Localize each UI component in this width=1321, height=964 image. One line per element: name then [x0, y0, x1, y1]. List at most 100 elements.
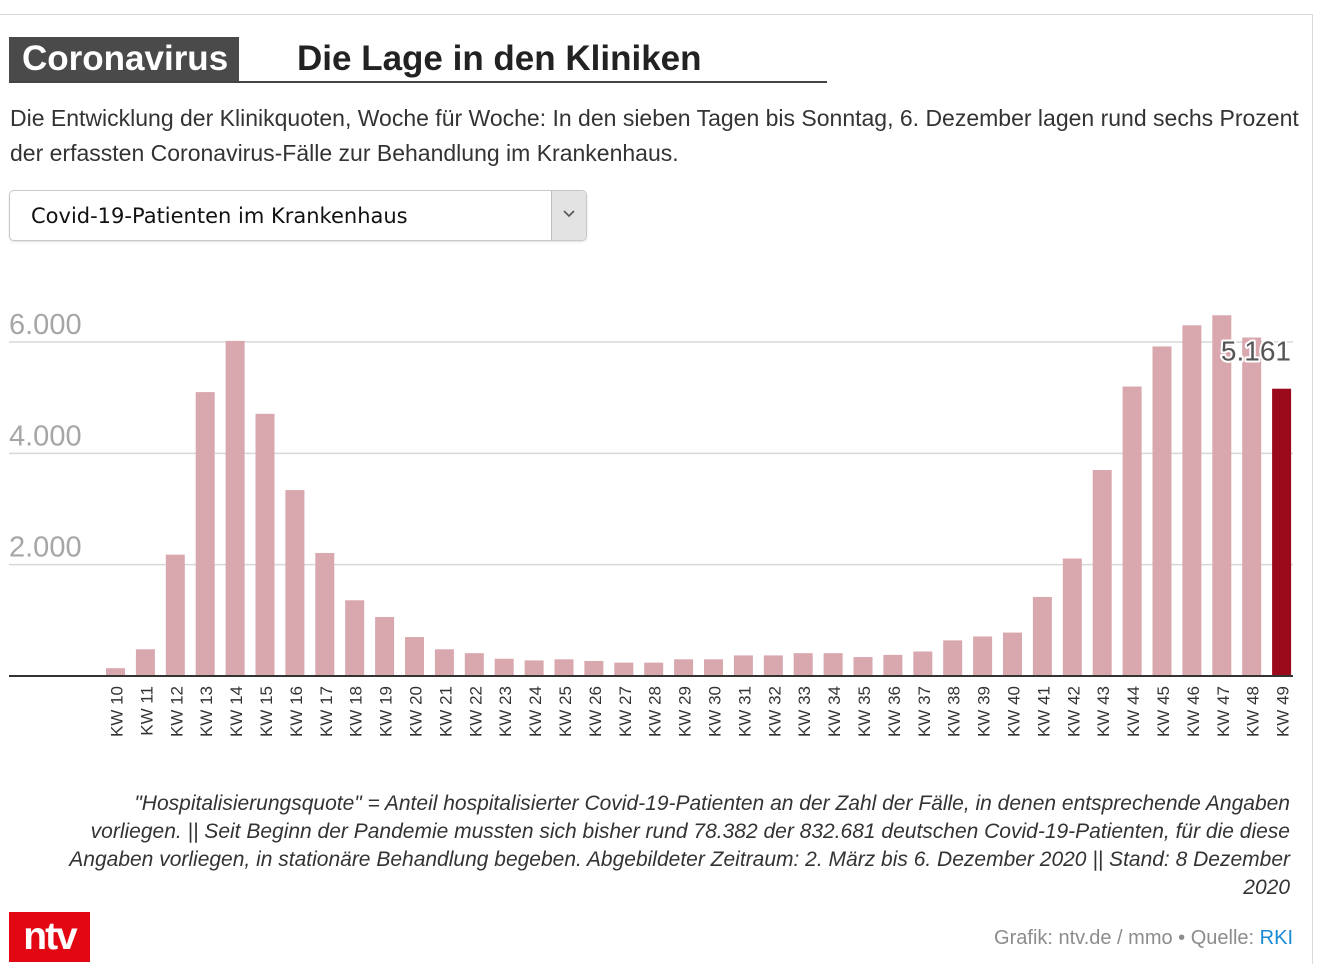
logo-text: ntv [23, 915, 78, 958]
x-tick-label: KW 12 [167, 686, 186, 737]
x-tick-label: KW 19 [377, 686, 396, 737]
ntv-logo: ntv [9, 912, 90, 962]
bar [704, 659, 723, 676]
source-link[interactable]: RKI [1259, 927, 1293, 949]
bar [733, 655, 753, 676]
footnote: "Hospitalisierungsquote" = Anteil hospit… [69, 792, 1290, 899]
credit-text: Grafik: ntv.de / mmo • Quelle: [994, 927, 1260, 949]
bar [405, 637, 424, 676]
bar [195, 392, 215, 676]
x-tick-label: KW 46 [1184, 686, 1203, 737]
y-tick-label: 2.000 [9, 532, 82, 564]
content-frame [0, 14, 1313, 964]
bar [285, 490, 305, 676]
x-tick-label: KW 10 [108, 686, 127, 737]
bar [913, 651, 933, 676]
bar [255, 413, 275, 676]
bar [614, 662, 634, 676]
x-tick-label: KW 27 [616, 686, 635, 737]
bar [943, 640, 963, 676]
x-tick-label: KW 11 [137, 686, 156, 736]
x-tick-label: KW 29 [676, 686, 695, 737]
x-tick-label: KW 17 [317, 686, 336, 737]
bar [584, 660, 604, 676]
x-tick-label: KW 32 [765, 686, 784, 737]
x-tick-label: KW 13 [197, 686, 216, 737]
x-tick-label: KW 16 [287, 686, 306, 737]
x-tick-label: KW 43 [1094, 686, 1113, 737]
intro-text: Die Entwicklung der Klinikquoten, Woche … [10, 105, 1299, 166]
bar [554, 659, 574, 676]
x-tick-label: KW 48 [1244, 686, 1263, 737]
bar [375, 616, 395, 676]
bar [1092, 470, 1112, 676]
bar [973, 636, 993, 676]
bar [1003, 632, 1022, 676]
x-tick-label: KW 21 [436, 686, 455, 737]
x-tick-label: KW 36 [885, 686, 904, 737]
x-tick-label: KW 15 [257, 686, 276, 737]
x-tick-label: KW 14 [227, 686, 246, 737]
bar [1152, 346, 1172, 676]
x-tick-label: KW 30 [706, 686, 725, 737]
highlight-value-label: 5.161 [1221, 336, 1291, 367]
bar [165, 554, 185, 676]
x-tick-label: KW 38 [945, 686, 964, 737]
bar [1032, 596, 1052, 676]
dropdown-value: Covid-19-Patienten im Krankenhaus [31, 204, 408, 228]
x-tick-label: KW 40 [1005, 686, 1024, 737]
x-tick-label: KW 39 [975, 686, 994, 737]
x-tick-label: KW 22 [466, 686, 485, 737]
page-title: Die Lage in den Kliniken [297, 39, 702, 78]
x-tick-label: KW 18 [347, 686, 366, 737]
bar [106, 668, 125, 676]
bar [464, 653, 484, 676]
y-tick-label: 6.000 [9, 309, 82, 341]
bar [883, 654, 903, 676]
x-tick-label: KW 37 [915, 686, 934, 737]
bar [674, 659, 694, 676]
bar-chart: 2.000 4.000 6.000 KW 10 KW 11 KW 12 KW 13 KW 14… [9, 309, 1293, 737]
bar [315, 552, 335, 676]
credit-line: Grafik: ntv.de / mmo • Quelle: RKI [994, 927, 1293, 950]
x-tick-label: KW 31 [735, 686, 754, 737]
metric-dropdown[interactable]: Covid-19-Patienten im Krankenhaus [9, 190, 587, 241]
kicker-label: Coronavirus [9, 37, 240, 81]
x-tick-label: KW 41 [1034, 686, 1053, 737]
bar [434, 649, 454, 676]
bar [1272, 388, 1292, 676]
dropdown-toggle[interactable] [551, 191, 586, 240]
x-tick-label: KW 47 [1214, 686, 1233, 737]
bar [793, 653, 813, 676]
bar [1242, 337, 1262, 676]
bar [853, 657, 873, 676]
bar [1212, 315, 1232, 676]
x-tick-label: KW 42 [1064, 686, 1083, 737]
y-tick-label: 4.000 [9, 420, 82, 452]
x-tick-label: KW 35 [855, 686, 874, 737]
bar [494, 658, 514, 676]
bar [763, 655, 783, 676]
bar [345, 600, 365, 676]
x-tick-label: KW 26 [586, 686, 605, 737]
bar [524, 660, 544, 676]
x-tick-label: KW 25 [556, 686, 575, 737]
bar [135, 649, 155, 676]
x-tick-label: KW 49 [1274, 686, 1293, 737]
title-row: Coronavirus Die Lage in den Kliniken [9, 37, 827, 83]
bar [1182, 325, 1202, 676]
bar [1122, 386, 1142, 676]
chevron-down-icon [563, 210, 575, 218]
x-tick-label: KW 44 [1124, 686, 1143, 737]
x-tick-label: KW 45 [1154, 686, 1173, 737]
bar [1062, 558, 1082, 676]
bar [225, 340, 245, 676]
bar [823, 653, 843, 676]
bar [644, 662, 664, 676]
x-tick-label: KW 28 [646, 686, 665, 737]
x-tick-label: KW 33 [795, 686, 814, 737]
x-tick-label: KW 34 [825, 686, 844, 737]
x-tick-label: KW 20 [407, 686, 426, 737]
x-tick-label: KW 24 [526, 686, 545, 737]
x-tick-label: KW 23 [496, 686, 515, 737]
